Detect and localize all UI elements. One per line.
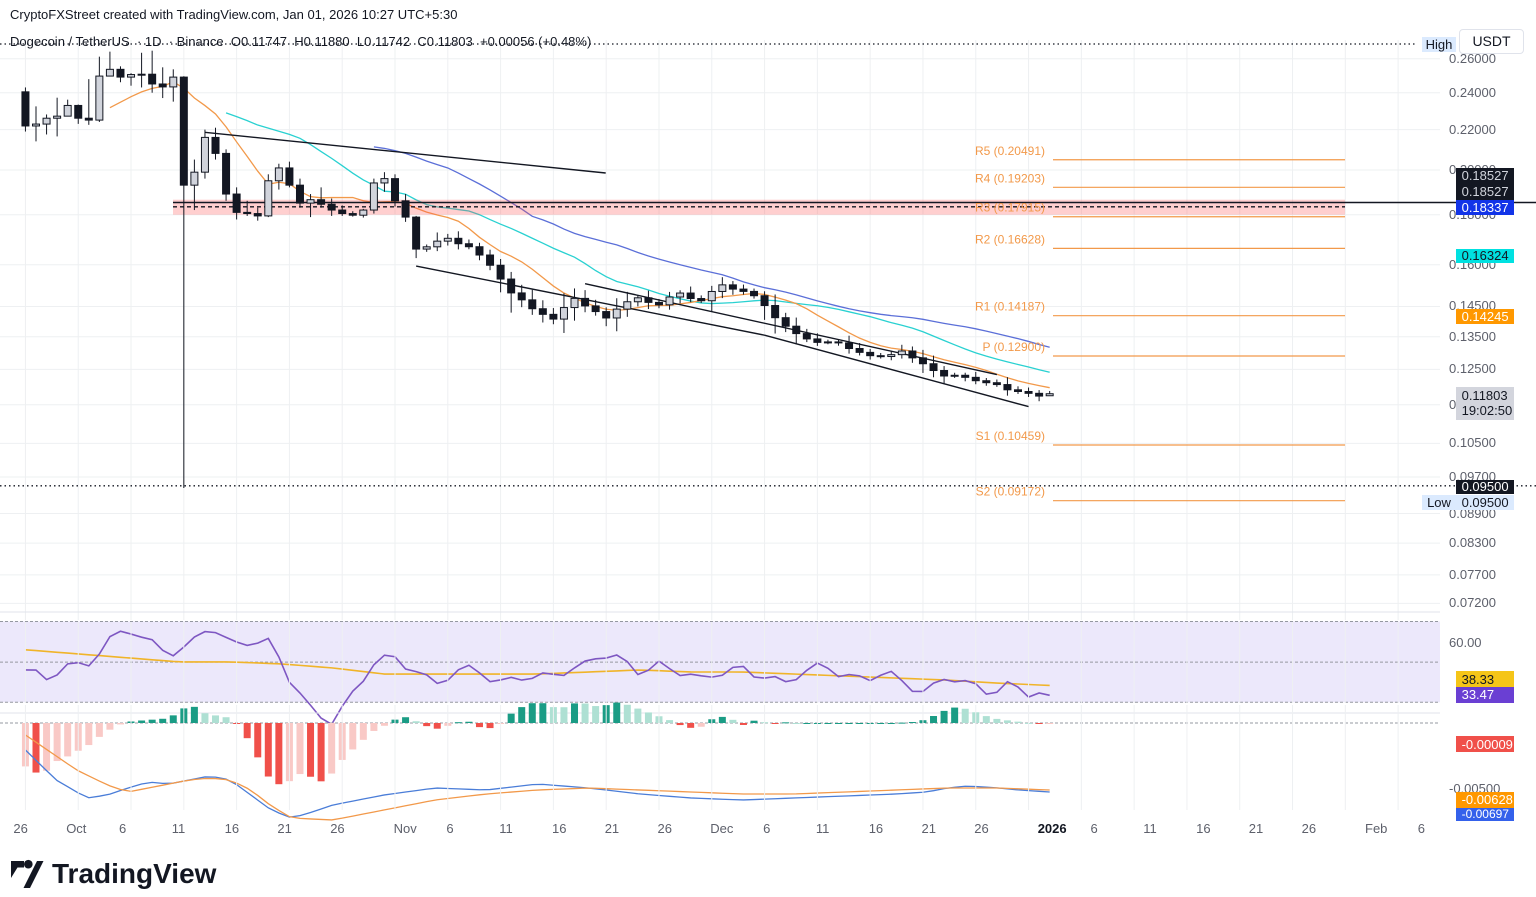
svg-text:R2 (0.16628): R2 (0.16628) xyxy=(975,232,1045,246)
svg-text:R4 (0.19203): R4 (0.19203) xyxy=(975,171,1045,185)
svg-text:R1 (0.14187): R1 (0.14187) xyxy=(975,300,1045,314)
svg-text:S1 (0.10459): S1 (0.10459) xyxy=(976,429,1045,443)
svg-text:R5 (0.20491): R5 (0.20491) xyxy=(975,144,1045,158)
svg-text:R3 (0.17915): R3 (0.17915) xyxy=(975,201,1045,215)
svg-text:P (0.12900): P (0.12900) xyxy=(983,340,1046,354)
svg-text:S2 (0.09172): S2 (0.09172) xyxy=(976,485,1045,499)
